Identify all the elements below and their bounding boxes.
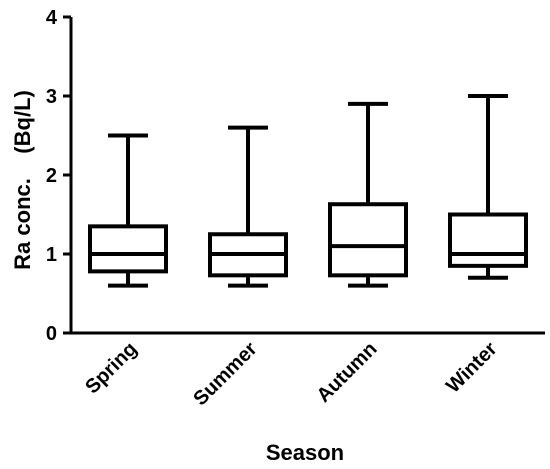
iqr-box: [448, 212, 528, 268]
y-tick-label: 2: [46, 165, 57, 187]
iqr-box: [328, 202, 408, 278]
box-winter: [448, 94, 528, 280]
y-tick-label: 4: [46, 7, 58, 29]
box-series: [88, 94, 528, 288]
iqr-box: [88, 224, 168, 274]
y-tick-label: 0: [46, 323, 57, 345]
y-axis-title: Ra conc. (Bq/L): [10, 90, 35, 270]
box-autumn: [328, 101, 408, 288]
box-spring: [88, 133, 168, 288]
y-tick-label: 1: [46, 244, 57, 266]
x-tick-label: Autumn: [313, 338, 382, 407]
x-tick-label: Winter: [442, 338, 502, 398]
x-axis-title: Season: [266, 440, 344, 465]
box-summer: [208, 125, 288, 288]
x-tick-label: Spring: [81, 338, 141, 398]
x-axis-tick-labels: Spring Summer Autumn Winter: [81, 338, 501, 410]
y-tick-label: 3: [46, 86, 57, 108]
x-tick-label: Summer: [189, 338, 261, 410]
y-axis-ticks: 0 1 2 3 4: [46, 7, 71, 345]
